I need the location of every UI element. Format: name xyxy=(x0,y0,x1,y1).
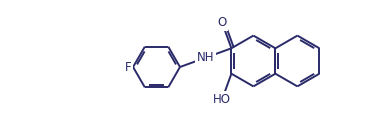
Text: O: O xyxy=(217,16,227,29)
Text: NH: NH xyxy=(197,51,214,64)
Text: F: F xyxy=(125,60,131,73)
Text: HO: HO xyxy=(213,93,231,106)
